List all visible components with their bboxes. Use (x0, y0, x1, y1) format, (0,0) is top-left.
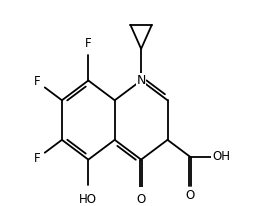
Text: F: F (34, 75, 41, 88)
Text: F: F (34, 152, 41, 165)
Text: F: F (85, 37, 92, 50)
Text: O: O (185, 188, 195, 201)
Text: HO: HO (79, 193, 97, 206)
Text: N: N (136, 74, 146, 87)
Text: O: O (136, 193, 146, 206)
Text: OH: OH (212, 150, 230, 163)
